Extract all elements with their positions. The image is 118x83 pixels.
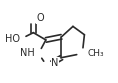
Text: N: N	[51, 58, 58, 68]
Text: CH₃: CH₃	[88, 49, 104, 58]
Text: NH: NH	[20, 48, 34, 59]
Text: HO: HO	[5, 34, 20, 44]
Text: O: O	[36, 13, 44, 23]
